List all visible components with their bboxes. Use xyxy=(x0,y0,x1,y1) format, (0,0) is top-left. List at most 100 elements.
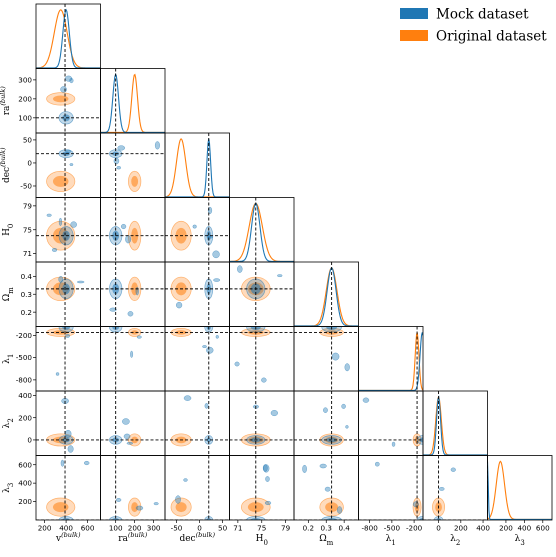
tail-blob xyxy=(265,476,270,482)
marginal-Om-mock xyxy=(294,267,359,327)
tail-blob xyxy=(323,407,328,413)
tail-blob xyxy=(153,502,159,506)
tail-blob xyxy=(65,149,72,154)
tail-blob xyxy=(58,217,63,226)
ylabel-dec: dec(bulk) xyxy=(0,147,12,183)
contour-1sigma-original xyxy=(131,330,139,335)
y-tick-label-l1: -500 xyxy=(16,353,33,362)
contour-1sigma-mock xyxy=(112,518,120,520)
tail-blob xyxy=(113,157,120,165)
tail-blob xyxy=(65,333,70,338)
y-tick-label-Om: 0.3 xyxy=(21,290,32,299)
panel-l2-vs-ra xyxy=(100,390,166,456)
panel-l3-vs-H0: 71 75 79 H0 xyxy=(229,455,295,547)
panel-Om-vs-dec xyxy=(164,261,230,327)
tail-blob xyxy=(135,286,139,296)
tail-blob xyxy=(122,418,130,425)
panel-l1-vs-ra xyxy=(100,326,166,392)
tail-blob xyxy=(123,433,131,440)
tail-blob xyxy=(215,335,219,339)
xlabel-ra: ra(bulk) xyxy=(118,531,148,544)
panel-frame xyxy=(164,132,230,198)
panel-l1-vs-dec xyxy=(164,326,230,392)
tail-blob xyxy=(344,363,350,372)
y-tick-label-ra: 200 xyxy=(18,94,32,103)
legend-label-0: Mock dataset xyxy=(436,7,529,23)
panel-dec-vs-ra xyxy=(100,132,166,198)
contour-1sigma-original xyxy=(131,436,139,444)
panel-H0-vs-ra xyxy=(100,197,166,263)
x-tick-label-l3: 600 xyxy=(536,524,550,533)
tail-blob xyxy=(192,224,197,229)
tail-blob xyxy=(337,506,343,514)
x-tick-label-H0: 75 xyxy=(257,524,266,533)
panel-l2-vs-dec xyxy=(164,390,230,456)
panel-H0-vs-v: 71 75 79 H0 xyxy=(2,197,101,263)
contour-1sigma-mock xyxy=(62,518,70,520)
y-tick-label-Om: 0.4 xyxy=(21,272,33,281)
x-tick-label-Om: 0.3 xyxy=(321,524,332,533)
panel-H0-vs-dec xyxy=(164,197,230,263)
contour-1sigma-original xyxy=(52,502,69,513)
contour-1sigma-mock xyxy=(250,518,261,520)
tail-blob xyxy=(202,345,207,349)
panel-dec-vs-dec xyxy=(164,132,230,198)
tail-blob xyxy=(204,403,209,409)
contour-1sigma-mock xyxy=(326,518,337,520)
contour-1sigma-original xyxy=(52,95,69,103)
panel-l1-vs-H0 xyxy=(229,326,295,392)
marginal-ra-mock xyxy=(100,73,165,133)
panel-v-vs-v xyxy=(35,3,101,69)
ylabel-Om: Ωm xyxy=(2,287,15,301)
xlabel-l1: λ1 xyxy=(386,534,396,547)
tail-blob xyxy=(331,352,340,361)
x-tick-label-v: 400 xyxy=(59,524,73,533)
y-tick-label-ra: 100 xyxy=(18,113,32,122)
contour-1sigma-mock xyxy=(206,437,211,443)
panel-l3-vs-l1: -800 -500 -200 λ1 xyxy=(358,455,424,547)
y-tick-label-l3: 200 xyxy=(18,497,32,506)
tail-blob xyxy=(116,498,122,502)
x-tick-label-l1: -500 xyxy=(384,524,401,533)
y-tick-label-l2: 0 xyxy=(27,436,32,445)
panel-l2-vs-l2 xyxy=(422,390,488,456)
marginal-l2-mock xyxy=(423,395,488,456)
tail-blob xyxy=(375,461,380,467)
panel-l3-vs-l2: 0 200 400 λ2 xyxy=(422,455,490,547)
tail-blob xyxy=(391,441,396,447)
tail-blob xyxy=(302,464,307,473)
xlabel-H0: H0 xyxy=(256,534,268,547)
tail-blob xyxy=(69,163,74,166)
y-tick-label-H0: 71 xyxy=(23,249,32,258)
y-tick-label-l2: 400 xyxy=(18,391,32,400)
tail-blob xyxy=(51,247,58,252)
xlabel-dec: dec(bulk) xyxy=(179,531,215,544)
tail-blob xyxy=(450,467,456,472)
panel-Om-vs-v: 0.2 0.3 0.4 Ωm xyxy=(2,261,101,327)
panel-l1-vs-Om xyxy=(293,326,359,392)
panel-H0-vs-H0 xyxy=(229,197,295,263)
tail-blob xyxy=(67,445,74,453)
tail-blob xyxy=(126,441,133,445)
tail-blob xyxy=(206,346,214,354)
y-tick-label-l1: -200 xyxy=(16,331,33,340)
contour-1sigma-original xyxy=(131,175,139,187)
marginal-l2-original xyxy=(423,395,488,456)
panel-frame xyxy=(164,326,230,392)
tail-blob xyxy=(261,377,267,383)
tail-blob xyxy=(58,275,64,283)
panel-ra-vs-ra xyxy=(100,68,166,134)
tail-blob xyxy=(116,166,121,170)
contour-1sigma-original xyxy=(131,227,139,244)
tail-blob xyxy=(135,505,144,511)
marginal-l1-mock xyxy=(358,332,423,391)
y-tick-label-dec: 0 xyxy=(27,159,32,168)
y-tick-label-ra: 300 xyxy=(18,75,32,84)
tail-blob xyxy=(237,265,243,273)
tail-blob xyxy=(60,86,67,93)
panel-ra-vs-v: 100 200 300 ra(bulk) xyxy=(0,68,101,134)
panel-l2-vs-Om xyxy=(293,390,359,456)
x-tick-label-l1: -200 xyxy=(406,524,423,533)
